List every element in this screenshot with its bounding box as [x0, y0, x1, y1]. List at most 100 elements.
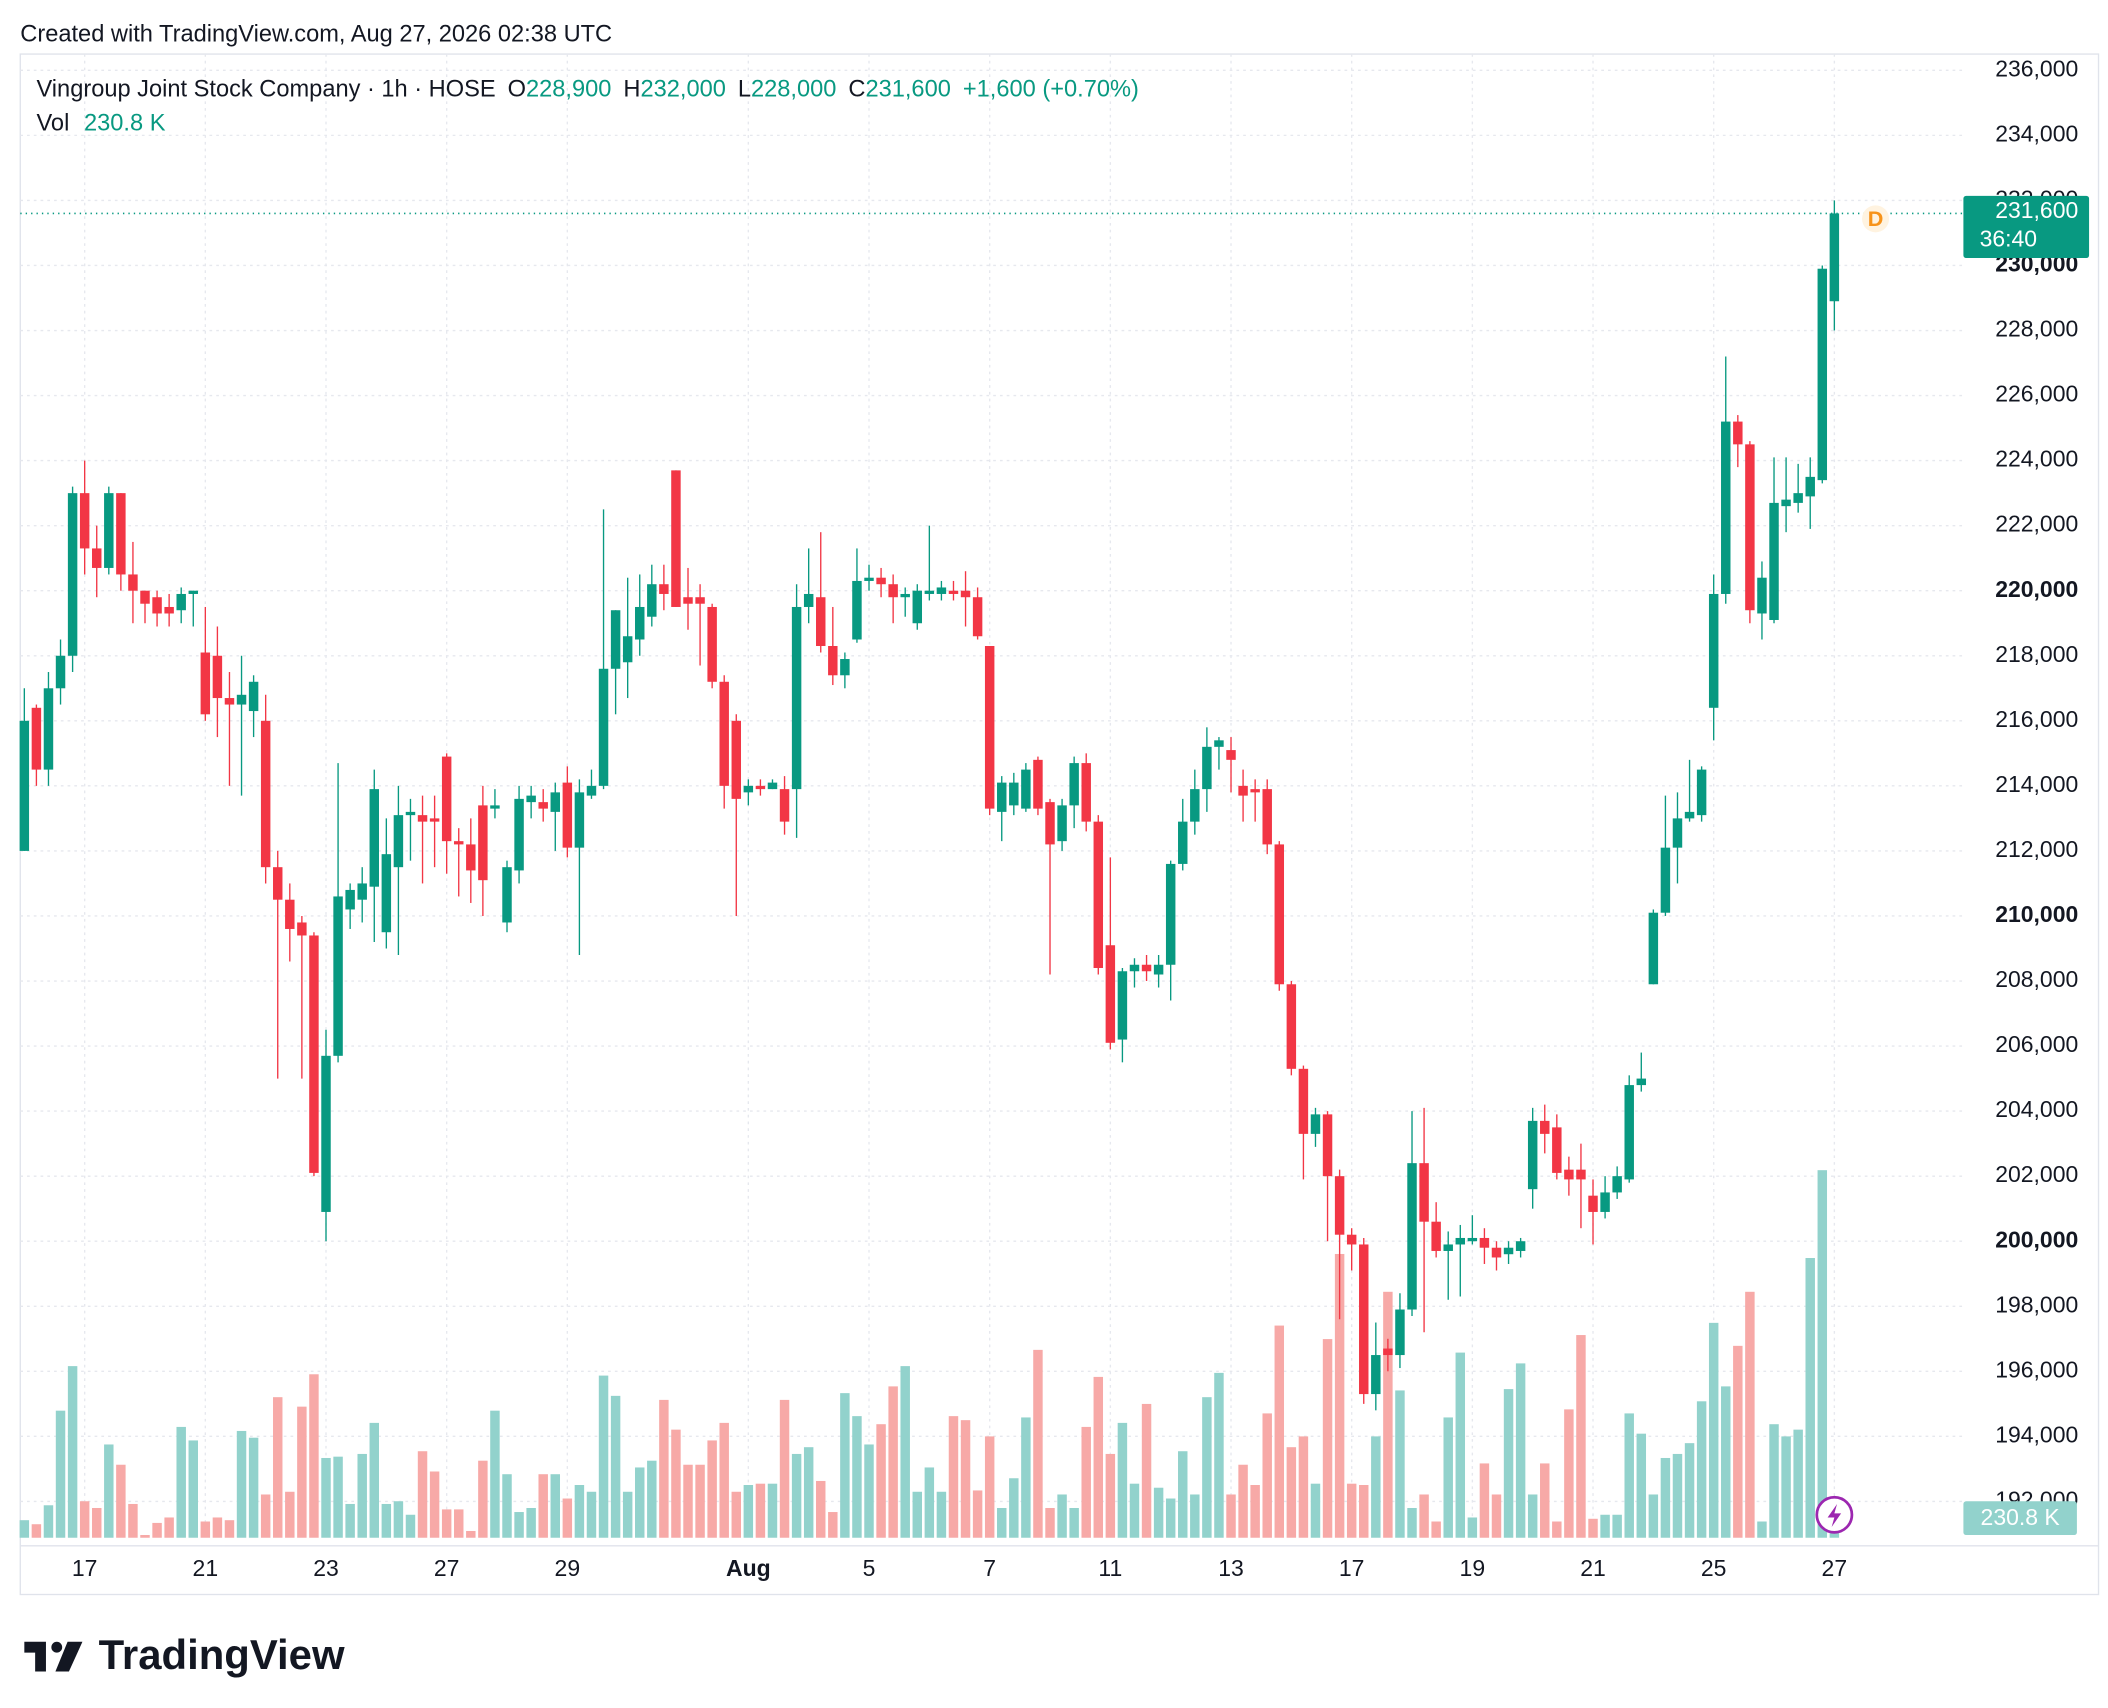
x-tick-label: 17: [72, 1555, 98, 1581]
candle-body: [1190, 789, 1200, 822]
candle-body: [574, 792, 585, 848]
volume-bar: [1769, 1424, 1779, 1538]
candle-body: [888, 584, 898, 598]
volume-bar: [1226, 1494, 1236, 1538]
volume-bar: [1588, 1518, 1598, 1538]
volume-bar: [1129, 1483, 1140, 1538]
volume-bar: [1419, 1494, 1429, 1538]
volume-bar: [671, 1429, 681, 1538]
volume-bar: [1745, 1291, 1755, 1538]
volume-bar: [514, 1512, 524, 1538]
y-tick-label: 196,000: [1995, 1356, 2078, 1382]
last-price-box: [1963, 195, 2090, 259]
volume-bar: [55, 1410, 66, 1538]
y-tick-label: 236,000: [1995, 55, 2078, 81]
volume-bar: [345, 1503, 355, 1538]
candle-body: [164, 606, 174, 614]
candle-body: [972, 597, 983, 637]
volume-bar: [1721, 1386, 1731, 1538]
candle-body: [1467, 1237, 1478, 1242]
candle-body: [1648, 912, 1659, 985]
volume-bar: [816, 1480, 826, 1538]
volume-bar: [1383, 1291, 1393, 1538]
candle-body: [454, 841, 464, 845]
brand: TradingView: [99, 1631, 345, 1678]
volume-bar: [900, 1366, 910, 1538]
y-tick-label: 220,000: [1995, 576, 2078, 602]
x-tick-label: 29: [555, 1555, 581, 1581]
candle-body: [791, 606, 802, 790]
volume-bar: [767, 1483, 778, 1538]
candle-body: [1660, 847, 1671, 913]
volume-bar: [1359, 1485, 1369, 1538]
volume-bar: [1805, 1258, 1815, 1538]
volume-bar: [417, 1451, 428, 1538]
volume-bar: [1672, 1453, 1683, 1538]
legend-value: 230.8 K: [84, 111, 166, 137]
candle-body: [1346, 1234, 1357, 1245]
candle-body: [1298, 1068, 1309, 1134]
candle-body: [1733, 421, 1743, 445]
candle-body: [707, 606, 717, 682]
volume-bar: [224, 1520, 235, 1538]
y-tick-label: 200,000: [1995, 1226, 2078, 1252]
volume-bar: [683, 1464, 693, 1538]
candle-body: [1805, 476, 1815, 497]
volume-bar: [852, 1416, 862, 1538]
candle-body: [1793, 493, 1803, 503]
candle-body: [900, 593, 910, 598]
y-tick-label: 216,000: [1995, 706, 2078, 732]
candle-body: [610, 610, 621, 669]
volume-bar: [1045, 1507, 1055, 1538]
candle-body: [864, 577, 874, 581]
y-tick-label: 204,000: [1995, 1096, 2078, 1122]
candle-body: [719, 681, 729, 786]
volume-bar: [526, 1507, 536, 1538]
volume-bar: [1009, 1478, 1019, 1538]
volume-bar: [888, 1386, 898, 1538]
session-marker-label: D: [1868, 206, 1884, 231]
candle-body: [1419, 1163, 1429, 1222]
candle-body: [1708, 593, 1719, 708]
volume-bar: [200, 1521, 211, 1538]
y-tick-label: 218,000: [1995, 641, 2078, 667]
volume-bar: [1467, 1517, 1478, 1538]
volume-bar: [1733, 1345, 1743, 1538]
volume-bar: [840, 1393, 850, 1538]
volume-bar: [429, 1471, 440, 1538]
candle-body: [1443, 1244, 1453, 1251]
volume-bar: [490, 1410, 500, 1538]
candle-body: [1105, 945, 1116, 1043]
candle-body: [1371, 1355, 1381, 1395]
candle-body: [984, 646, 995, 809]
volume-bar: [478, 1460, 488, 1538]
y-tick-label: 222,000: [1995, 511, 2078, 537]
candle-body: [369, 789, 380, 887]
volume-bar: [562, 1498, 573, 1538]
x-tick-label: 27: [1822, 1555, 1848, 1581]
candle-body: [67, 493, 78, 656]
candle-body: [924, 590, 935, 594]
volume-bar: [779, 1399, 790, 1538]
volume-bar: [188, 1440, 199, 1538]
candle-body: [1829, 213, 1840, 302]
candle-body: [659, 584, 669, 594]
volume-bar: [1238, 1464, 1248, 1538]
candle-body: [948, 590, 959, 594]
candle-body: [236, 694, 247, 705]
y-tick-label: 202,000: [1995, 1161, 2078, 1187]
volume-legend: Vol 230.8 K: [36, 111, 165, 137]
candle-body: [297, 922, 307, 936]
candle-body: [803, 593, 814, 607]
candle-body: [248, 681, 259, 712]
volume-bar: [1455, 1352, 1466, 1538]
volume-bar: [1407, 1507, 1417, 1538]
price-pane: [19, 200, 1840, 1411]
y-tick-label: 228,000: [1995, 316, 2078, 342]
volume-bar: [369, 1422, 380, 1538]
candle-body: [1540, 1120, 1550, 1134]
candle-body: [321, 1055, 331, 1212]
x-tick-label: 19: [1460, 1555, 1486, 1581]
brand-logo: TradingView: [24, 1631, 345, 1678]
candle-body: [393, 815, 404, 868]
